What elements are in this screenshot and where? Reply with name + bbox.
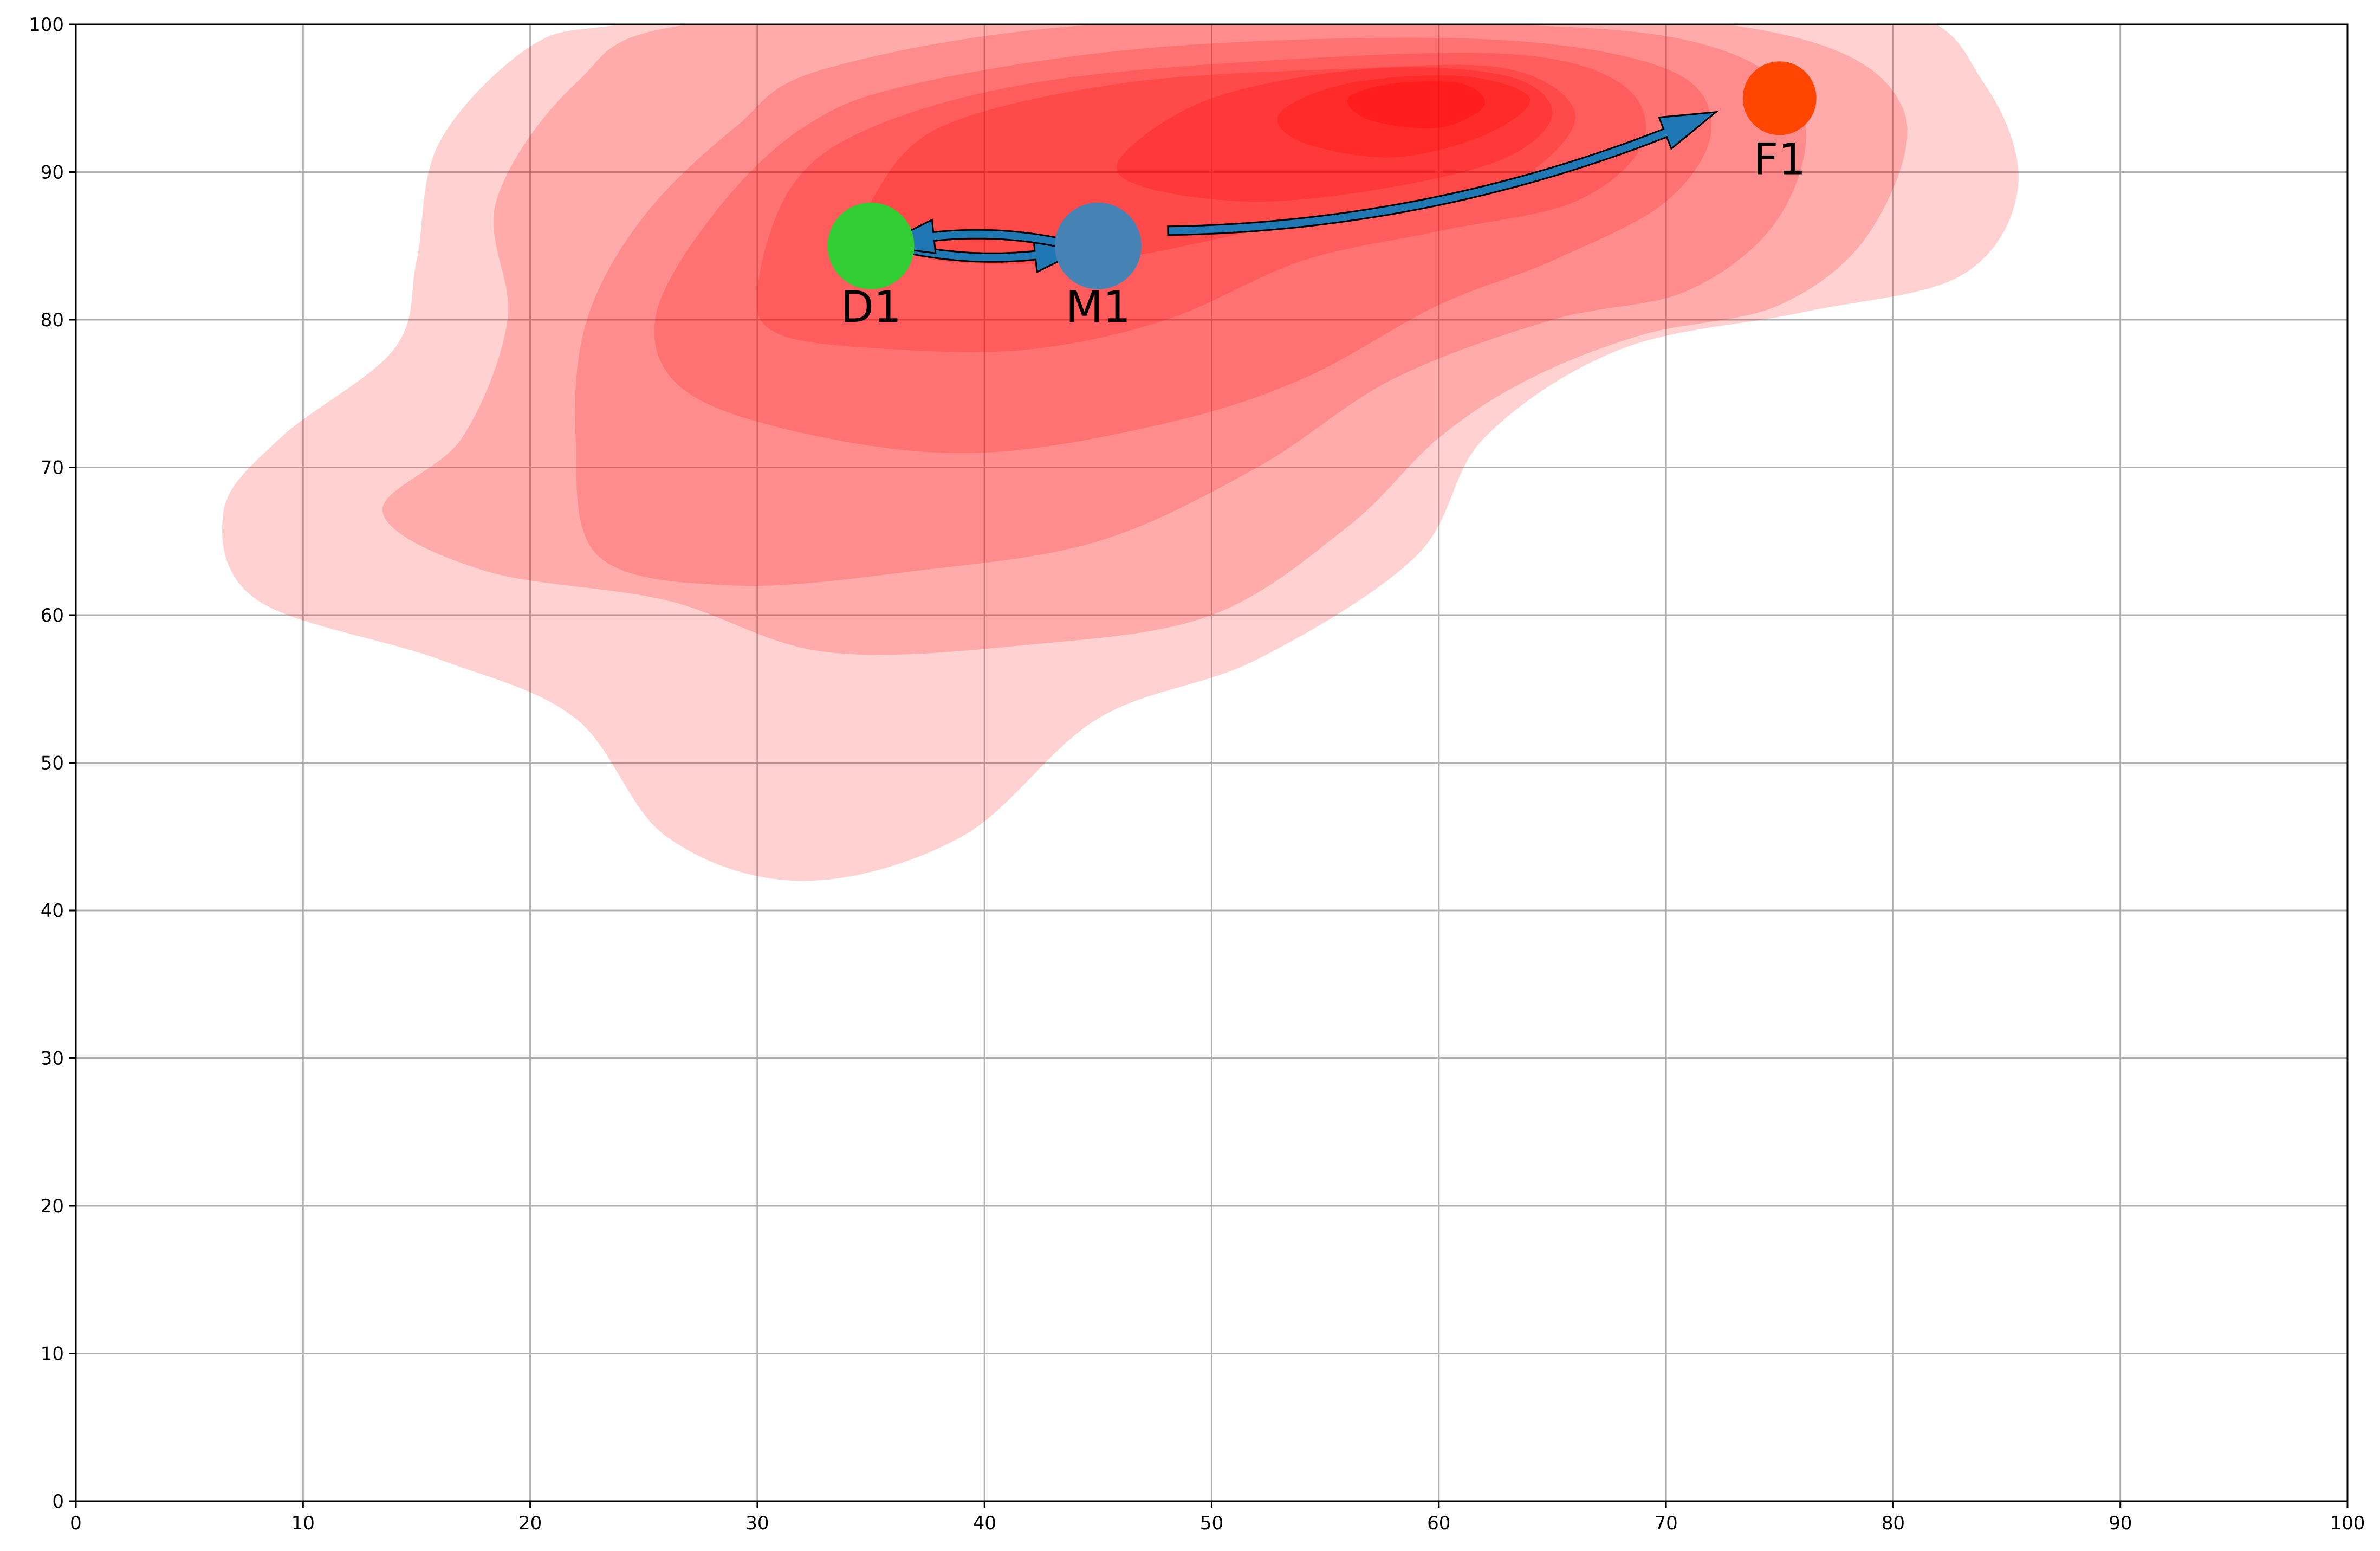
point-label-m1: M1 <box>1066 282 1131 332</box>
point-label-d1: D1 <box>840 282 902 332</box>
density-level-4 <box>654 37 1711 454</box>
density-level-1 <box>222 24 2019 881</box>
arrow-m1-to-f1 <box>1167 111 1719 236</box>
density-level-5 <box>756 53 1646 352</box>
y-tick-label-6: 60 <box>41 605 64 626</box>
x-tick-label-1: 10 <box>291 1513 315 1534</box>
x-tick-label-8: 80 <box>1882 1513 1905 1534</box>
y-tick-label-9: 90 <box>41 162 64 184</box>
x-tick-label-3: 30 <box>745 1513 769 1534</box>
x-tick-label-10: 100 <box>2330 1513 2365 1534</box>
y-tick-label-2: 20 <box>41 1195 64 1217</box>
density-level-6 <box>862 64 1576 264</box>
y-tick-label-10: 100 <box>29 14 64 36</box>
point-label-f1: F1 <box>1753 134 1806 184</box>
ticks: 0 10 20 30 40 50 60 70 80 90 100 0 10 20 30 40 50 60 70 80 9… <box>29 14 2365 1534</box>
x-tick-label-5: 50 <box>1200 1513 1223 1534</box>
density-level-8 <box>1277 75 1531 158</box>
point-labels: D1 M1 F1 <box>840 134 1806 332</box>
y-tick-label-4: 40 <box>41 900 64 922</box>
y-tick-label-3: 30 <box>41 1048 64 1070</box>
density-level-7 <box>1116 67 1553 202</box>
x-tick-label-9: 90 <box>2109 1513 2132 1534</box>
points <box>827 61 1817 289</box>
x-tick-label-6: 60 <box>1427 1513 1450 1534</box>
y-tick-label-0: 0 <box>52 1491 64 1513</box>
point-m1 <box>1054 202 1142 289</box>
density-level-3 <box>575 24 1806 586</box>
y-tick-label-8: 80 <box>41 309 64 331</box>
point-f1 <box>1742 61 1817 135</box>
x-tick-label-2: 20 <box>518 1513 542 1534</box>
y-tick-label-1: 10 <box>41 1343 64 1365</box>
density-level-9 <box>1347 81 1486 128</box>
y-tick-label-7: 70 <box>41 457 64 479</box>
x-tick-label-7: 70 <box>1654 1513 1677 1534</box>
point-d1 <box>827 202 915 289</box>
arrows <box>877 111 1719 274</box>
x-tick-label-0: 0 <box>70 1513 82 1534</box>
x-tick-label-4: 40 <box>973 1513 996 1534</box>
y-tick-label-5: 50 <box>41 753 64 774</box>
